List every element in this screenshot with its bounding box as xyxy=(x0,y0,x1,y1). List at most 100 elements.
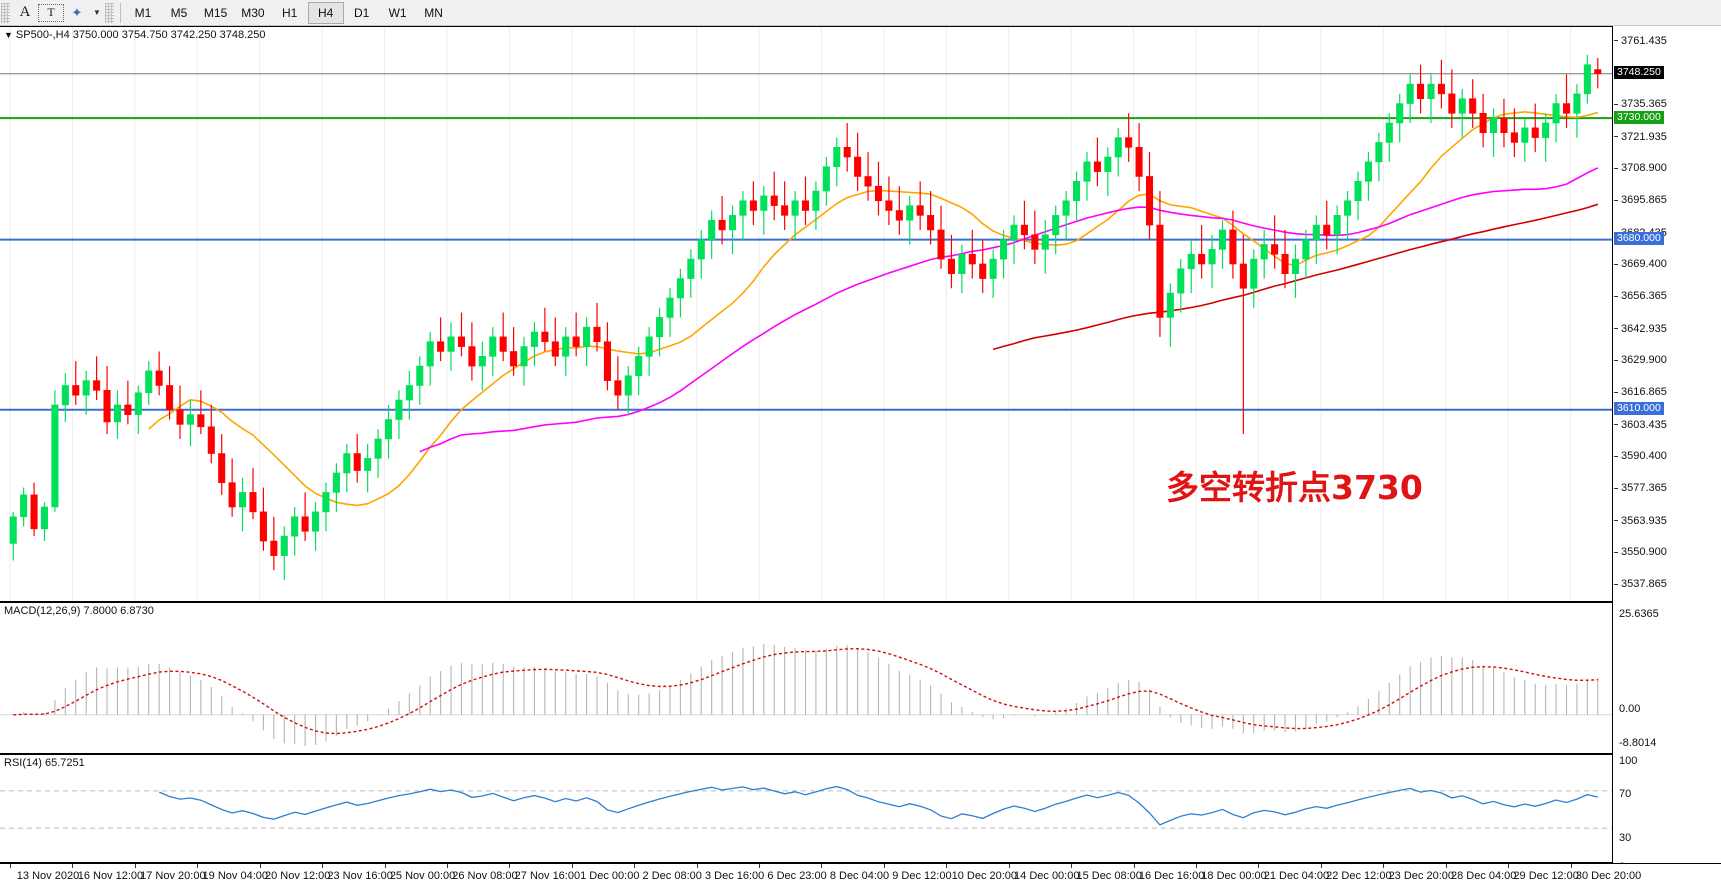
scale-tick: 3550.900 xyxy=(1613,546,1721,558)
time-axis-tick xyxy=(134,864,136,868)
scale-tick: 3590.400 xyxy=(1613,450,1721,462)
time-axis-label: 3 Dec 16:00 xyxy=(704,870,765,882)
macd-scale-label: -8.8014 xyxy=(1619,737,1657,749)
time-axis-tick xyxy=(1008,864,1010,868)
scale-tick: 3708.900 xyxy=(1613,162,1721,174)
scale-tick: 3577.365 xyxy=(1613,482,1721,494)
tick-label: 3629.900 xyxy=(1621,354,1667,367)
indicators-icon[interactable]: ✦ xyxy=(71,4,83,20)
toolbar-grip[interactable] xyxy=(1,2,10,23)
time-axis-label: 28 Dec 04:00 xyxy=(1450,870,1517,882)
scale-tick: 3735.365 xyxy=(1613,98,1721,110)
rsi-plot xyxy=(0,785,1612,829)
scale-tick: 3616.865 xyxy=(1613,386,1721,398)
time-axis-label: 10 Dec 20:00 xyxy=(951,870,1018,882)
timeframe-m30[interactable]: M30 xyxy=(241,5,265,20)
time-axis-tick xyxy=(1258,864,1260,868)
chart-area[interactable]: ▼ SP500-,H4 3750.000 3754.750 3742.250 37… xyxy=(0,26,1721,891)
price-panel[interactable]: ▼ SP500-,H4 3750.000 3754.750 3742.250 37… xyxy=(0,26,1612,602)
tick-dash xyxy=(1614,520,1618,522)
timeframe-m15[interactable]: M15 xyxy=(203,5,228,20)
scale-tick: 3695.865 xyxy=(1613,194,1721,206)
scale-badge-3610-000: 3610.000 xyxy=(1614,402,1664,416)
time-axis-tick xyxy=(696,864,698,868)
timeframe-d1[interactable]: D1 xyxy=(353,5,370,20)
tick-dash xyxy=(1614,391,1618,393)
macd-scale-label: 0.00 xyxy=(1619,703,1641,715)
tick-dash xyxy=(1614,263,1618,265)
tick-label: 3603.435 xyxy=(1621,418,1667,431)
time-axis-tick xyxy=(821,864,823,868)
label-tool-icon[interactable]: T xyxy=(38,3,64,22)
time-axis-tick xyxy=(1383,864,1385,868)
time-axis-label: 21 Dec 04:00 xyxy=(1263,870,1330,882)
text-tool-icon[interactable]: A xyxy=(19,4,31,20)
chevron-down-icon[interactable]: ▼ xyxy=(93,8,101,17)
symbol-ohlc-text: SP500-,H4 3750.000 3754.750 3742.250 374… xyxy=(15,29,266,41)
time-axis-label: 18 Dec 00:00 xyxy=(1201,870,1267,882)
tick-label: 3577.365 xyxy=(1621,482,1667,495)
tick-label: 3708.900 xyxy=(1621,162,1667,175)
scale-tick: 3537.865 xyxy=(1613,578,1721,590)
tick-label: 3642.935 xyxy=(1621,322,1667,335)
time-axis-tick xyxy=(10,864,11,868)
time-axis-tick xyxy=(322,864,324,868)
tick-label: 3721.935 xyxy=(1621,130,1667,143)
tick-dash xyxy=(1614,328,1618,330)
tick-label: 3563.935 xyxy=(1621,514,1667,527)
scale-tick: 3761.435 xyxy=(1613,35,1721,47)
tick-label: 3656.365 xyxy=(1621,290,1667,303)
time-axis-label: 13 Nov 2020 xyxy=(16,870,80,882)
tick-dash xyxy=(1614,487,1618,489)
time-axis-tick xyxy=(197,864,199,868)
tick-label: 3550.900 xyxy=(1621,546,1667,559)
time-axis-label: 8 Dec 04:00 xyxy=(829,870,890,882)
tick-dash xyxy=(1614,455,1618,457)
tick-label: 3669.400 xyxy=(1621,258,1667,271)
scale-tick: 3669.400 xyxy=(1613,258,1721,270)
time-axis-label: 16 Dec 16:00 xyxy=(1138,870,1205,882)
tick-dash xyxy=(1614,40,1618,42)
macd-panel[interactable]: MACD(12,26,9) 7.8000 6.8730 xyxy=(0,602,1612,754)
price-scale[interactable]: 3761.435 3748.250 3735.365 3730.000 3721.935… xyxy=(1612,26,1721,873)
chart-annotation: 多空转折点3730 xyxy=(1166,468,1423,507)
time-axis-tick xyxy=(571,864,573,868)
time-axis-label: 26 Nov 08:00 xyxy=(452,870,518,882)
tick-label: 3590.400 xyxy=(1621,450,1667,463)
timeframe-h4[interactable]: H4 xyxy=(307,1,344,24)
scale-badge-3680-000: 3680.000 xyxy=(1614,232,1664,246)
price-plot xyxy=(0,27,1612,601)
collapse-arrow-icon[interactable]: ▼ xyxy=(4,30,13,40)
toolbar-grip-2[interactable] xyxy=(104,2,114,23)
rsi-scale-label: 100 xyxy=(1619,755,1638,767)
macd-plot xyxy=(0,644,1612,747)
rsi-panel-label: RSI(14) 65.7251 xyxy=(4,757,85,769)
timeframe-mn[interactable]: MN xyxy=(424,5,443,20)
time-axis-tick xyxy=(1071,864,1073,868)
time-axis-tick xyxy=(1445,864,1447,868)
time-axis-tick xyxy=(1508,864,1510,868)
time-axis-tick xyxy=(1570,864,1572,868)
timeframe-h1[interactable]: H1 xyxy=(281,5,298,20)
time-axis-label: 17 Nov 20:00 xyxy=(140,870,206,882)
tick-dash xyxy=(1614,424,1618,426)
price-panel-label: ▼ SP500-,H4 3750.000 3754.750 3742.250 37… xyxy=(4,29,265,41)
time-axis-tick xyxy=(1320,864,1322,868)
rsi-panel[interactable]: RSI(14) 65.7251 xyxy=(0,754,1612,863)
time-axis-label: 23 Dec 20:00 xyxy=(1388,870,1454,882)
scale-tick: 3642.935 xyxy=(1613,323,1721,335)
timeframe-group: M1 M5 M15 M30 H1 H4 D1 W1 MN xyxy=(125,1,452,24)
tick-dash xyxy=(1614,551,1618,553)
time-axis-tick xyxy=(883,864,885,868)
time-axis-tick xyxy=(509,864,511,868)
scale-badge-3730-000: 3730.000 xyxy=(1614,110,1664,124)
tick-label: 3761.435 xyxy=(1621,34,1667,47)
toolbar: A T ✦ ▼ M1 M5 M15 M30 H1 H4 D1 W1 MN xyxy=(0,0,1721,26)
timeframe-w1[interactable]: W1 xyxy=(388,5,407,20)
time-axis-tick xyxy=(946,864,948,868)
scale-tick: 3721.935 xyxy=(1613,131,1721,143)
time-axis-label: 23 Nov 16:00 xyxy=(327,870,393,882)
timeframe-m1[interactable]: M1 xyxy=(134,5,152,20)
timeframe-m5[interactable]: M5 xyxy=(170,5,188,20)
time-axis-label: 27 Nov 16:00 xyxy=(514,870,581,882)
